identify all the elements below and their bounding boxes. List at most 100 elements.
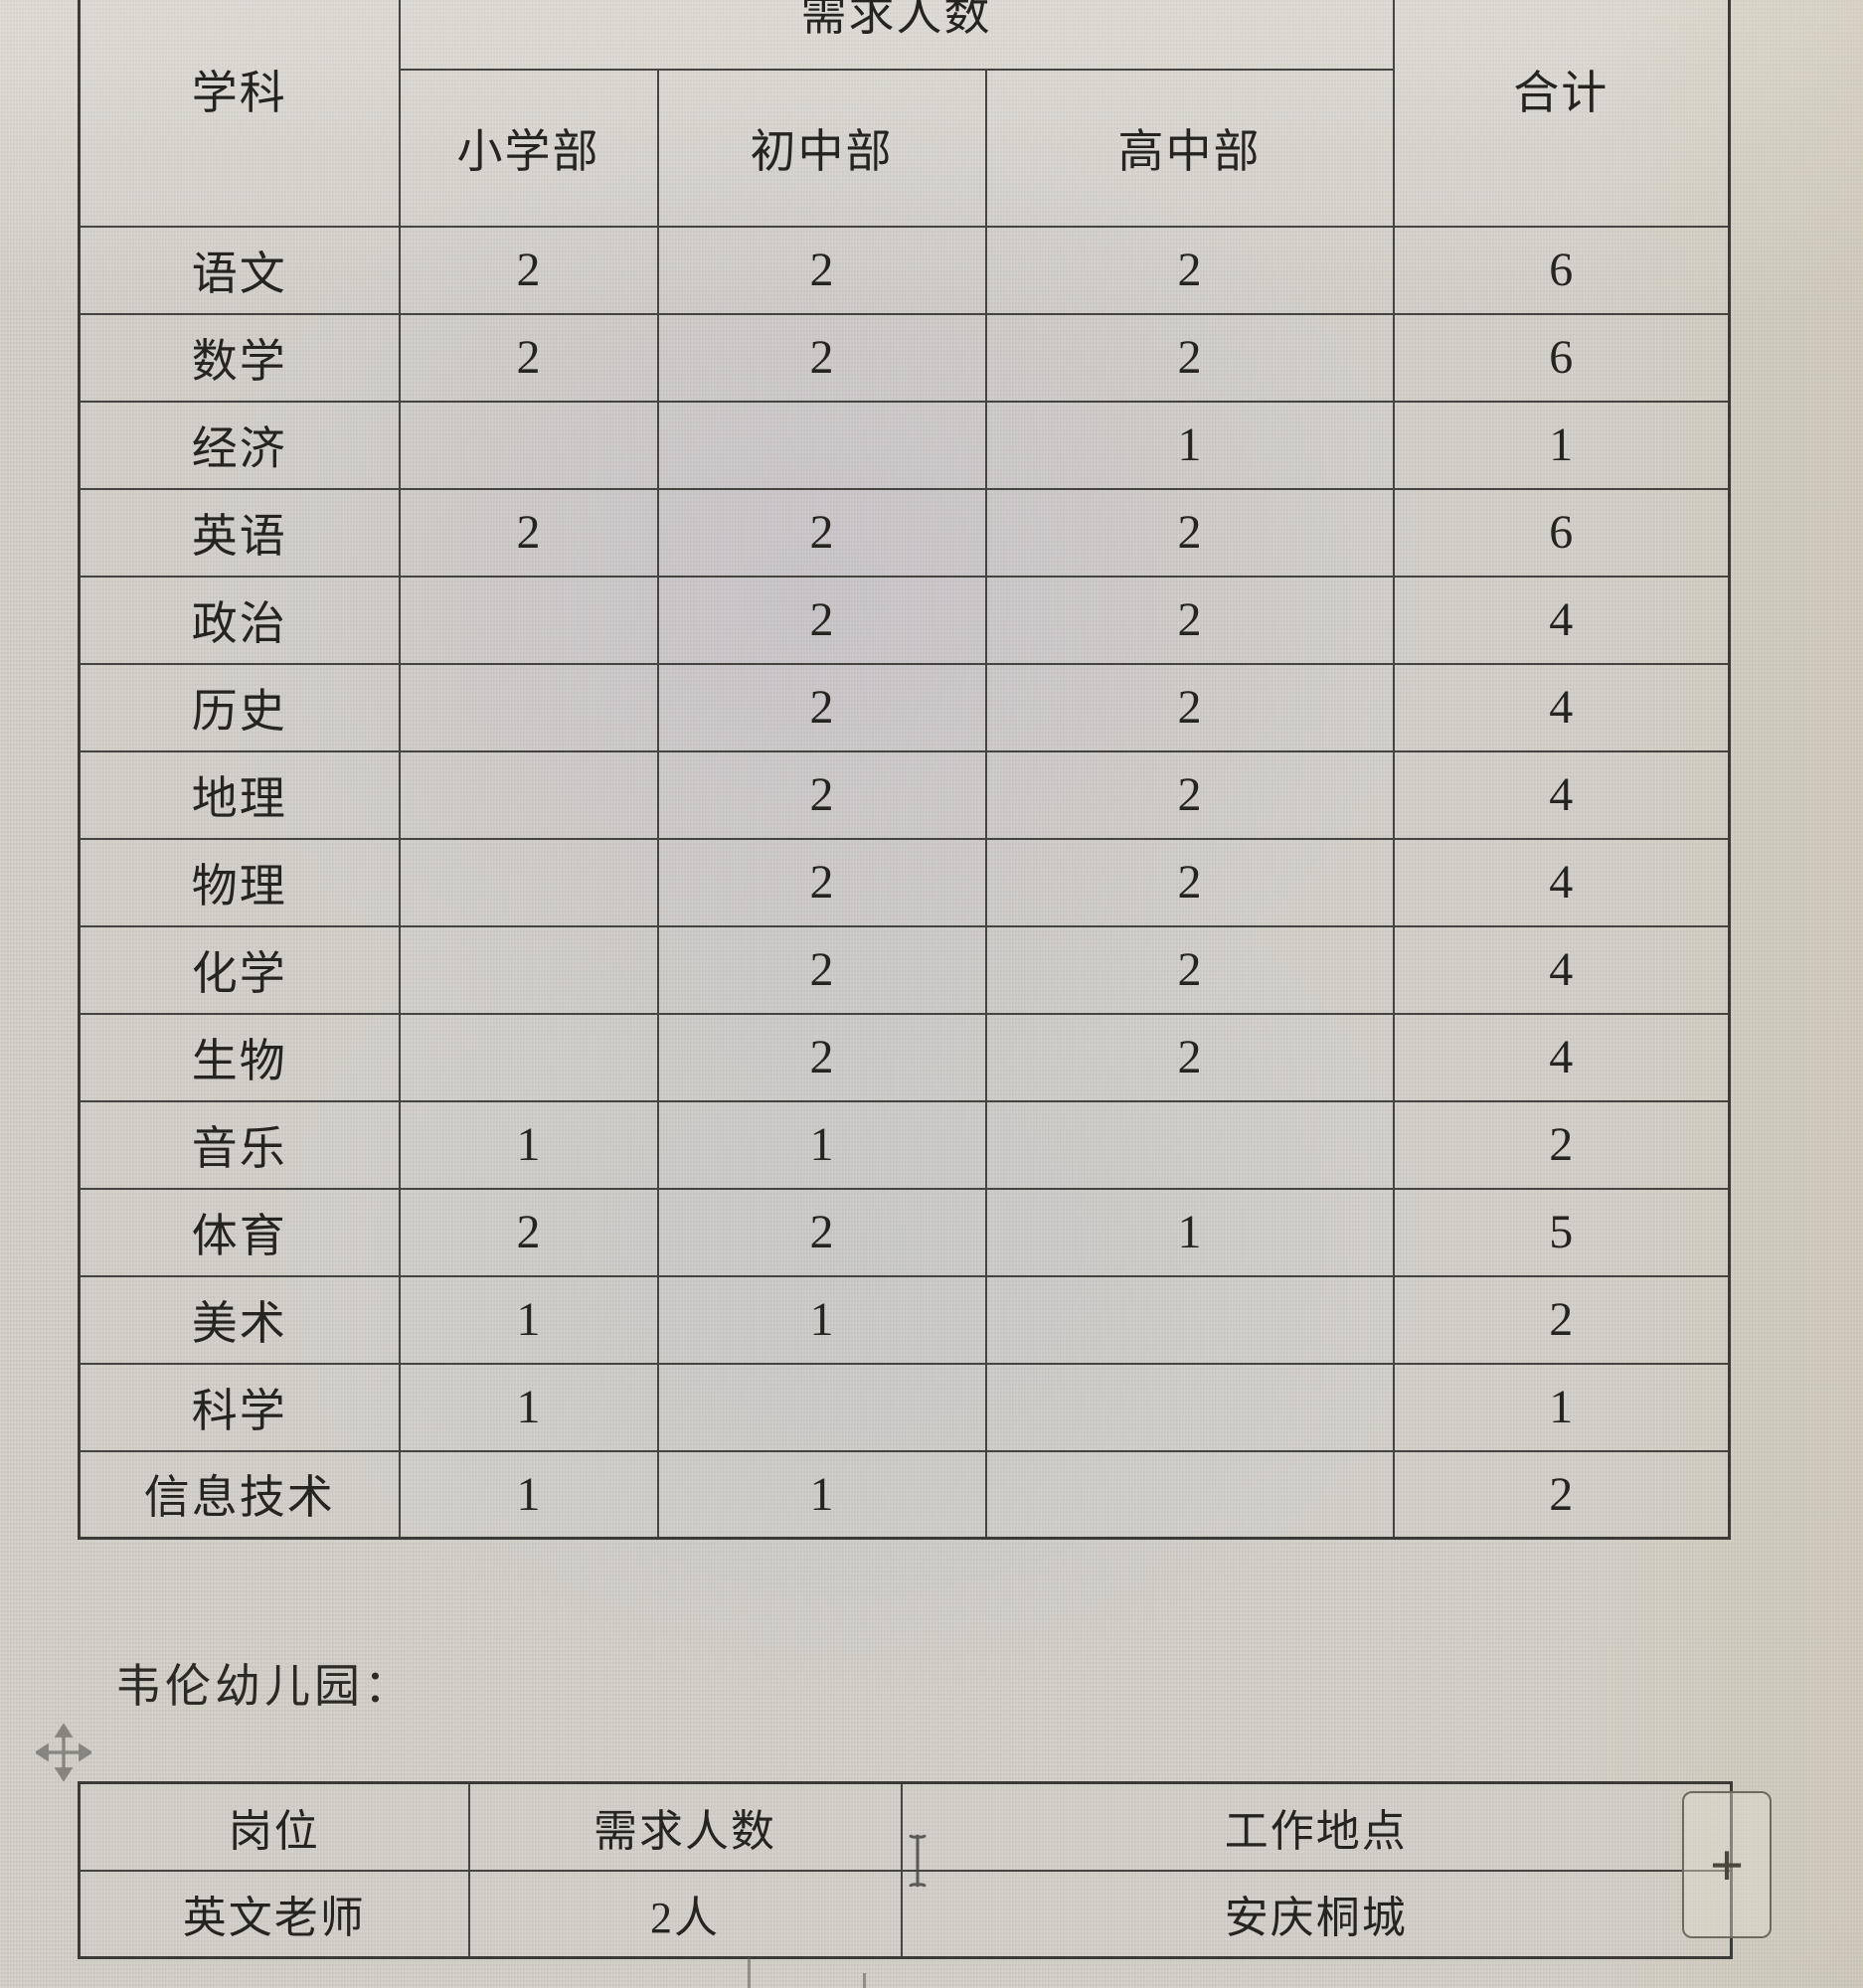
header-position[interactable]: 岗位 (78, 1781, 470, 1872)
total-cell[interactable]: 6 (1392, 487, 1731, 578)
subject-cell[interactable]: 经济 (78, 400, 401, 490)
junior-cell[interactable]: 2 (656, 749, 987, 840)
senior-cell[interactable]: 2 (984, 924, 1395, 1015)
junior-cell[interactable]: 2 (656, 225, 987, 315)
total-cell[interactable]: 2 (1392, 1449, 1731, 1540)
senior-cell[interactable]: 2 (984, 1012, 1395, 1102)
primary-cell[interactable] (398, 749, 659, 840)
junior-cell[interactable]: 2 (656, 1187, 987, 1277)
table-row: 历史 2 2 4 (78, 662, 1731, 752)
junior-cell[interactable]: 1 (656, 1099, 987, 1190)
primary-cell[interactable]: 1 (398, 1449, 659, 1540)
table-row: 物理 2 2 4 (78, 837, 1731, 927)
subject-cell[interactable]: 化学 (78, 924, 401, 1015)
subject-cell[interactable]: 语文 (78, 225, 401, 315)
senior-cell[interactable] (984, 1449, 1395, 1540)
total-cell[interactable]: 5 (1392, 1187, 1731, 1277)
junior-cell[interactable]: 2 (656, 662, 987, 752)
senior-cell[interactable]: 1 (984, 400, 1395, 490)
table-header-row: 岗位 需求人数 工作地点 (78, 1781, 1733, 1872)
position-cell[interactable]: 英文老师 (78, 1869, 470, 1959)
subject-cell[interactable]: 科学 (78, 1362, 401, 1452)
total-cell[interactable]: 4 (1392, 837, 1731, 927)
senior-cell[interactable] (984, 1099, 1395, 1190)
demand-count-cell[interactable]: 2人 (467, 1869, 903, 1959)
recruitment-demand-table: 学科 需求人数 合计 小学部 初中部 高中部 语文 2 2 2 6 数学 2 2… (78, 0, 1732, 1540)
total-cell[interactable]: 4 (1392, 1012, 1731, 1102)
senior-cell[interactable] (984, 1274, 1395, 1365)
senior-cell[interactable] (984, 1362, 1395, 1452)
plus-icon: + (1710, 1832, 1744, 1898)
junior-cell[interactable]: 1 (656, 1274, 987, 1365)
header-demand-count[interactable]: 需求人数 (467, 1781, 903, 1872)
total-cell[interactable]: 2 (1392, 1099, 1731, 1190)
subject-cell[interactable]: 生物 (78, 1012, 401, 1102)
primary-cell[interactable] (398, 662, 659, 752)
junior-cell[interactable]: 2 (656, 924, 987, 1015)
table-row: 地理 2 2 4 (78, 749, 1731, 840)
primary-cell[interactable]: 1 (398, 1274, 659, 1365)
junior-cell[interactable] (656, 1362, 987, 1452)
senior-cell[interactable]: 2 (984, 487, 1395, 578)
header-total[interactable]: 合计 (1392, 0, 1731, 228)
subject-cell[interactable]: 美术 (78, 1274, 401, 1365)
primary-cell[interactable]: 2 (398, 312, 659, 403)
header-demand-group[interactable]: 需求人数 (398, 0, 1395, 71)
total-cell[interactable]: 4 (1392, 575, 1731, 665)
subject-cell[interactable]: 音乐 (78, 1099, 401, 1190)
subject-cell[interactable]: 政治 (78, 575, 401, 665)
primary-cell[interactable]: 2 (398, 487, 659, 578)
primary-cell[interactable]: 2 (398, 1187, 659, 1277)
cutoff-table-border-fragment (748, 1957, 751, 1988)
total-cell[interactable]: 4 (1392, 662, 1731, 752)
header-senior-division[interactable]: 高中部 (984, 68, 1395, 228)
senior-cell[interactable]: 2 (984, 837, 1395, 927)
subject-cell[interactable]: 信息技术 (78, 1449, 401, 1540)
subject-cell[interactable]: 数学 (78, 312, 401, 403)
primary-cell[interactable]: 1 (398, 1362, 659, 1452)
table-row: 语文 2 2 2 6 (78, 225, 1731, 315)
senior-cell[interactable]: 2 (984, 312, 1395, 403)
senior-cell[interactable]: 2 (984, 662, 1395, 752)
total-cell[interactable]: 6 (1392, 225, 1731, 315)
table-insert-plus-button[interactable]: + (1682, 1791, 1772, 1938)
table-row: 化学 2 2 4 (78, 924, 1731, 1015)
header-junior-division[interactable]: 初中部 (656, 68, 987, 228)
subject-cell[interactable]: 地理 (78, 749, 401, 840)
header-work-location[interactable]: 工作地点 (900, 1781, 1733, 1872)
kindergarten-section-title[interactable]: 韦伦幼儿园： (115, 1661, 414, 1712)
senior-cell[interactable]: 1 (984, 1187, 1395, 1277)
senior-cell[interactable]: 2 (984, 225, 1395, 315)
total-cell[interactable]: 4 (1392, 924, 1731, 1015)
primary-cell[interactable] (398, 575, 659, 665)
subject-cell[interactable]: 历史 (78, 662, 401, 752)
junior-cell[interactable]: 2 (656, 1012, 987, 1102)
header-primary-division[interactable]: 小学部 (398, 68, 659, 228)
junior-cell[interactable]: 2 (656, 837, 987, 927)
table-move-handle-icon[interactable] (36, 1724, 91, 1781)
primary-cell[interactable]: 1 (398, 1099, 659, 1190)
total-cell[interactable]: 6 (1392, 312, 1731, 403)
junior-cell[interactable]: 2 (656, 575, 987, 665)
primary-cell[interactable] (398, 1012, 659, 1102)
total-cell[interactable]: 2 (1392, 1274, 1731, 1365)
primary-cell[interactable]: 2 (398, 225, 659, 315)
subject-cell[interactable]: 物理 (78, 837, 401, 927)
subject-cell[interactable]: 英语 (78, 487, 401, 578)
primary-cell[interactable] (398, 400, 659, 490)
total-cell[interactable]: 4 (1392, 749, 1731, 840)
total-cell[interactable]: 1 (1392, 1362, 1731, 1452)
primary-cell[interactable] (398, 837, 659, 927)
work-location-cell[interactable]: 安庆桐城 (900, 1869, 1733, 1959)
subject-cell[interactable]: 体育 (78, 1187, 401, 1277)
senior-cell[interactable]: 2 (984, 575, 1395, 665)
junior-cell[interactable]: 2 (656, 487, 987, 578)
senior-cell[interactable]: 2 (984, 749, 1395, 840)
junior-cell[interactable]: 2 (656, 312, 987, 403)
total-cell[interactable]: 1 (1392, 400, 1731, 490)
junior-cell[interactable] (656, 400, 987, 490)
junior-cell[interactable]: 1 (656, 1449, 987, 1540)
header-subject[interactable]: 学科 (78, 0, 401, 228)
primary-cell[interactable] (398, 924, 659, 1015)
